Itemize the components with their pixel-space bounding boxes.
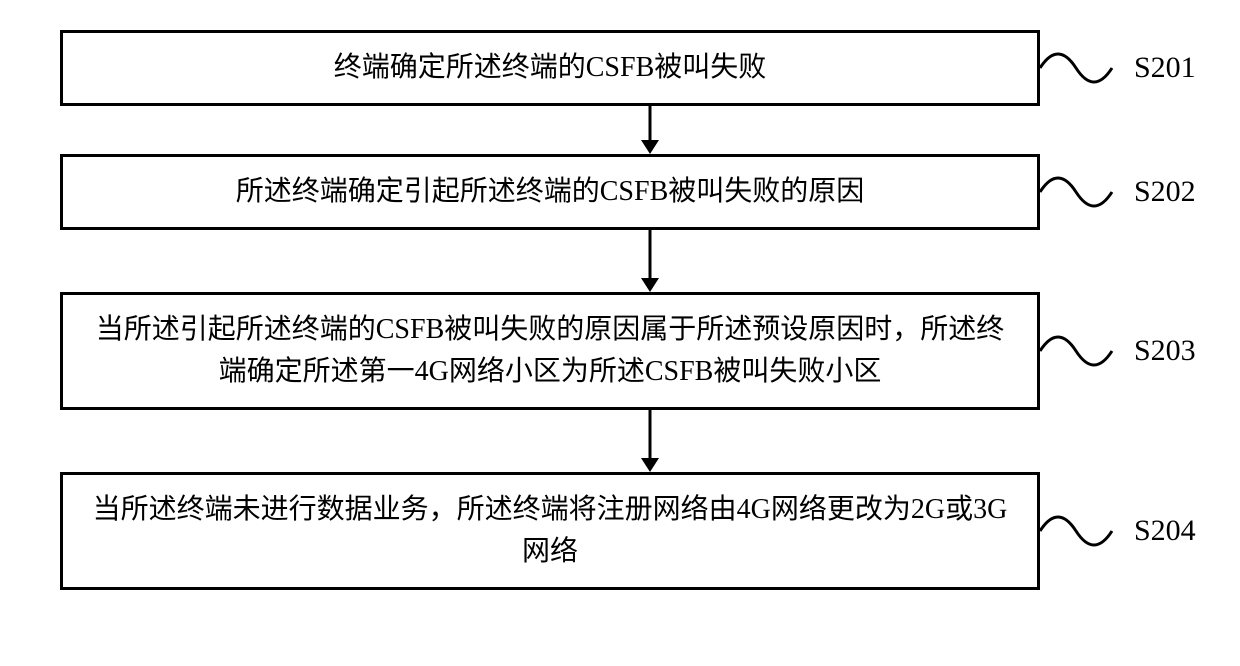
wave-icon <box>1040 321 1140 381</box>
wave-label-4: S204 <box>1040 501 1196 561</box>
step-label-2: S202 <box>1134 175 1196 209</box>
step-text-1: 终端确定所述终端的CSFB被叫失败 <box>334 47 767 89</box>
step-row-4: 当所述终端未进行数据业务，所述终端将注册网络由4G网络更改为2G或3G网络 S2… <box>0 472 1240 590</box>
arrow-down-icon <box>635 410 665 472</box>
step-label-3: S203 <box>1134 334 1196 368</box>
wave-icon <box>1040 38 1140 98</box>
wave-label-2: S202 <box>1040 162 1196 222</box>
step-box-1: 终端确定所述终端的CSFB被叫失败 <box>60 30 1040 106</box>
step-text-3: 当所述引起所述终端的CSFB被叫失败的原因属于所述预设原因时，所述终端确定所述第… <box>83 309 1017 393</box>
step-box-3: 当所述引起所述终端的CSFB被叫失败的原因属于所述预设原因时，所述终端确定所述第… <box>60 292 1040 410</box>
wave-icon <box>1040 501 1140 561</box>
step-label-1: S201 <box>1134 51 1196 85</box>
step-box-2: 所述终端确定引起所述终端的CSFB被叫失败的原因 <box>60 154 1040 230</box>
step-row-3: 当所述引起所述终端的CSFB被叫失败的原因属于所述预设原因时，所述终端确定所述第… <box>0 292 1240 410</box>
arrow-down-icon <box>635 230 665 292</box>
wave-label-1: S201 <box>1040 38 1196 98</box>
step-text-2: 所述终端确定引起所述终端的CSFB被叫失败的原因 <box>236 171 865 213</box>
step-label-4: S204 <box>1134 514 1196 548</box>
flowchart-container: 终端确定所述终端的CSFB被叫失败 S201 所述终端确定引起所述终端的CSFB… <box>0 30 1240 590</box>
step-box-4: 当所述终端未进行数据业务，所述终端将注册网络由4G网络更改为2G或3G网络 <box>60 472 1040 590</box>
step-row-2: 所述终端确定引起所述终端的CSFB被叫失败的原因 S202 <box>0 154 1240 230</box>
arrow-3 <box>160 410 1140 472</box>
step-row-1: 终端确定所述终端的CSFB被叫失败 S201 <box>0 30 1240 106</box>
step-text-4: 当所述终端未进行数据业务，所述终端将注册网络由4G网络更改为2G或3G网络 <box>83 489 1017 573</box>
arrow-down-icon <box>635 106 665 154</box>
wave-icon <box>1040 162 1140 222</box>
wave-label-3: S203 <box>1040 321 1196 381</box>
arrow-1 <box>160 106 1140 154</box>
arrow-2 <box>160 230 1140 292</box>
